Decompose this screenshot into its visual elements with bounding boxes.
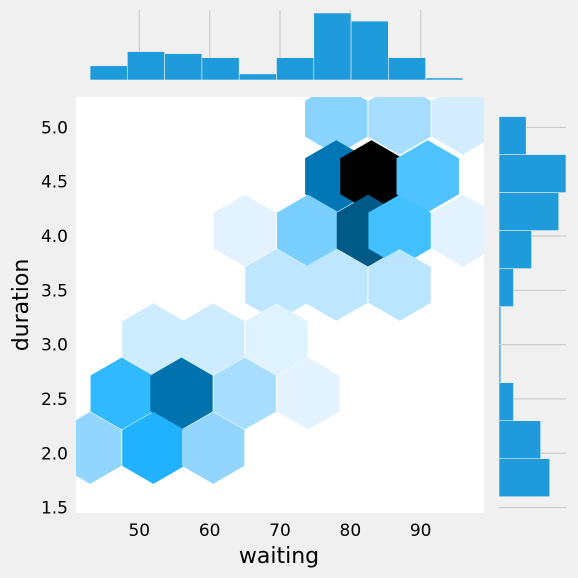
hexbin-cell bbox=[305, 97, 368, 155]
hexbin-cell bbox=[276, 357, 340, 430]
hexbin-cell bbox=[368, 248, 431, 321]
x-axis-title: waiting bbox=[239, 544, 319, 569]
y-tick-label: 4.0 bbox=[41, 227, 68, 247]
y-tick-label: 5.0 bbox=[41, 118, 68, 138]
marginal-x-bar bbox=[201, 57, 240, 81]
hexbin-cell bbox=[122, 411, 185, 484]
marginal-x-bar bbox=[127, 51, 165, 81]
hexbin-cell bbox=[150, 357, 213, 430]
x-tick-label: 50 bbox=[128, 521, 150, 541]
y-tick-label: 3.5 bbox=[41, 281, 68, 301]
y-tick-label: 2.0 bbox=[41, 444, 68, 464]
y-axis-title: duration bbox=[9, 259, 34, 352]
hexbin-cell bbox=[276, 194, 340, 267]
hexbin-cell bbox=[213, 194, 277, 267]
hexbin-cell bbox=[368, 194, 431, 267]
x-tick-label: 70 bbox=[269, 521, 291, 541]
hexbin-cell bbox=[431, 194, 484, 267]
marginal-y-bar bbox=[498, 458, 551, 498]
marginal-x-bar bbox=[89, 65, 128, 81]
y-tick-label: 4.5 bbox=[41, 173, 68, 193]
marginal-y-bar bbox=[498, 306, 502, 345]
hexbin-cell bbox=[122, 303, 185, 376]
marginal-y-bar bbox=[498, 344, 502, 383]
x-tick-label: 80 bbox=[340, 521, 362, 541]
marginal-y-bar bbox=[498, 420, 541, 459]
hexbin-cell bbox=[305, 248, 368, 321]
hexbin-cell bbox=[340, 140, 403, 213]
hexbin-cell bbox=[245, 248, 308, 321]
hexbin-cell bbox=[245, 303, 308, 376]
hexbin-cell bbox=[76, 411, 122, 484]
x-tick-label: 90 bbox=[410, 521, 432, 541]
marginal-y-bar bbox=[498, 154, 567, 193]
marginal-x-bar bbox=[164, 53, 203, 81]
marginal-x-bar bbox=[350, 20, 389, 81]
hexbin-cell bbox=[181, 411, 245, 484]
hexbin-cell bbox=[368, 97, 431, 155]
hexbin-cell bbox=[90, 357, 153, 430]
marginal-x-bar bbox=[276, 57, 315, 81]
hexbin-cell bbox=[396, 140, 459, 213]
marginal-x-histogram bbox=[89, 12, 464, 81]
marginal-y-bar bbox=[498, 230, 532, 269]
marginal-x-bar bbox=[313, 12, 352, 81]
marginal-y-bar bbox=[498, 116, 527, 155]
marginal-y-bar bbox=[498, 268, 514, 307]
marginal-x-bar bbox=[425, 77, 464, 81]
hexbin-plot bbox=[76, 97, 484, 484]
tick-labels: 50 60 70 80 90 1.5 2.0 2.5 3.0 3.5 4.0 4.5 5.0 bbox=[41, 118, 432, 541]
y-tick-label: 1.5 bbox=[41, 499, 68, 519]
marginal-x-bar bbox=[238, 73, 277, 81]
marginal-y-histogram bbox=[498, 116, 567, 498]
hexbin-cell bbox=[213, 357, 277, 430]
x-tick-label: 60 bbox=[199, 521, 221, 541]
marginal-y-bar bbox=[498, 192, 560, 231]
hexbin-cell bbox=[181, 303, 245, 376]
marginal-y-bar bbox=[498, 382, 514, 421]
y-tick-label: 2.5 bbox=[41, 390, 68, 410]
y-tick-label: 3.0 bbox=[41, 336, 68, 356]
hexbin-cell bbox=[431, 97, 484, 155]
marginal-x-bar bbox=[388, 57, 426, 81]
